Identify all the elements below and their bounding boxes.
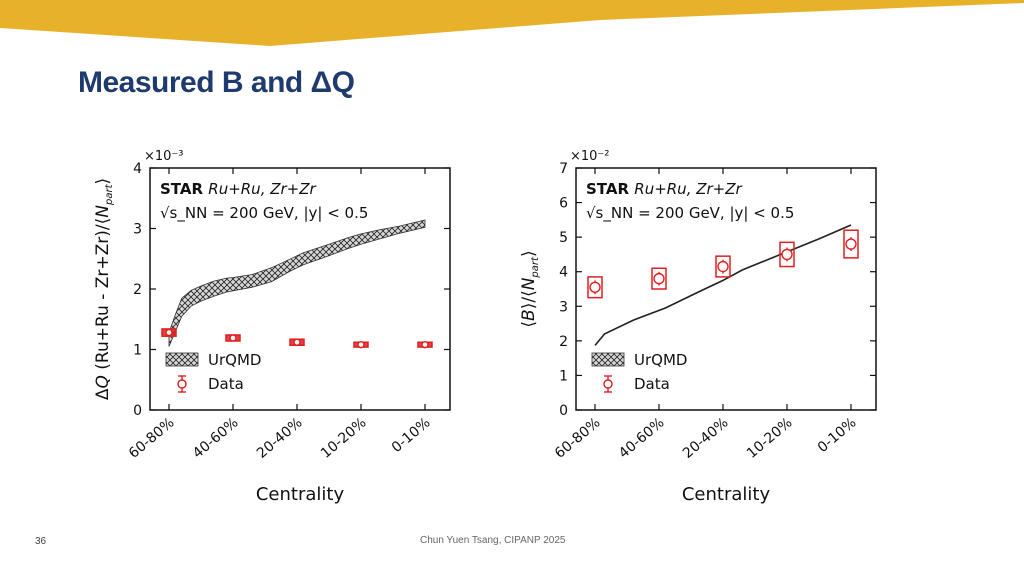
data-point (653, 272, 665, 285)
x-axis-label: Centrality (256, 484, 345, 505)
x-axis-label: Centrality (682, 484, 771, 505)
data-point (845, 238, 857, 250)
y-multiplier-label: ×10⁻³ (144, 149, 184, 164)
footer-credit: Chun Yuen Tsang, CIPANP 2025 (420, 535, 566, 546)
baryon-chart: 0 1 2 3 4 5 6 7×10⁻² 60-80% 40-60% 20-40% 10-20% 0-1… (519, 149, 877, 505)
y-tick-label: 6 (559, 196, 568, 212)
legend-data-label: Data (208, 375, 244, 393)
banner-shape (0, 0, 1024, 46)
y-tick-label: 2 (133, 282, 142, 298)
y-tick-label: 3 (559, 299, 568, 315)
data-point (589, 281, 601, 293)
data-point (293, 338, 301, 346)
legend-data-label: Data (634, 375, 670, 393)
y-tick-label: 1 (559, 368, 568, 384)
header-banner (0, 0, 1024, 46)
annotation-experiment: STAR Ru+Ru, Zr+Zr (160, 180, 317, 198)
data-point (229, 334, 237, 342)
x-tick-label: 60-80% (126, 415, 178, 462)
x-tick-label: 0-10% (815, 415, 860, 456)
data-sys-box (843, 229, 859, 259)
data-sys-box (715, 255, 731, 278)
urqmd-line (594, 224, 852, 346)
legend-urqmd-label: UrQMD (634, 351, 687, 369)
y-axis-label: ⟨B⟩/⟨Npart⟩ (519, 250, 541, 327)
data-sys-box (587, 276, 603, 299)
x-tick-label: 60-80% (552, 415, 604, 462)
y-tick-label: 2 (559, 334, 568, 350)
x-tick-label: 40-60% (190, 415, 242, 462)
y-tick-label: 1 (133, 343, 142, 359)
x-tick-label: 20-40% (680, 415, 732, 462)
annotation-energy: √s_NN = 200 GeV, |y| < 0.5 (586, 204, 794, 223)
page-number: 36 (35, 536, 47, 547)
y-tick-label: 3 (133, 222, 142, 238)
annotation-experiment: STAR Ru+Ru, Zr+Zr (586, 180, 743, 198)
annotation-energy: √s_NN = 200 GeV, |y| < 0.5 (160, 204, 368, 223)
y-tick-label: 0 (133, 403, 142, 419)
data-point (421, 340, 429, 349)
y-tick-label: 4 (559, 265, 568, 281)
y-tick-label: 5 (559, 230, 568, 246)
data-point (165, 328, 173, 337)
delta-q-chart: 0 1 2 3 4×10⁻³ 60-80% 40-60% 20-40% 10-20% 0-10% C… (93, 149, 451, 505)
legend-data-marker (603, 379, 613, 389)
urqmd-band (168, 219, 426, 347)
y-axis-label: ΔQ (Ru+Ru - Zr+Zr)/⟨Npart⟩ (93, 178, 115, 400)
x-tick-label: 0-10% (389, 415, 434, 456)
x-tick-label: 10-20% (318, 415, 370, 462)
legend-data-marker (177, 379, 187, 389)
y-tick-label: 7 (559, 161, 568, 177)
data-sys-box (779, 241, 795, 268)
x-tick-label: 20-40% (254, 415, 306, 462)
slide-title: Measured B and ΔQ (78, 66, 355, 99)
data-sys-box (651, 267, 667, 290)
legend-urqmd-swatch (591, 352, 625, 367)
legend-urqmd-label: UrQMD (208, 351, 261, 369)
legend-urqmd-swatch (165, 352, 199, 367)
data-point (357, 340, 365, 349)
y-tick-label: 4 (133, 161, 142, 177)
plot-frame (575, 167, 877, 411)
x-tick-label: 40-60% (616, 415, 668, 462)
data-point (781, 248, 793, 261)
y-tick-label: 0 (559, 403, 568, 419)
y-multiplier-label: ×10⁻² (570, 149, 610, 164)
data-point (717, 260, 729, 273)
x-tick-label: 10-20% (744, 415, 796, 462)
